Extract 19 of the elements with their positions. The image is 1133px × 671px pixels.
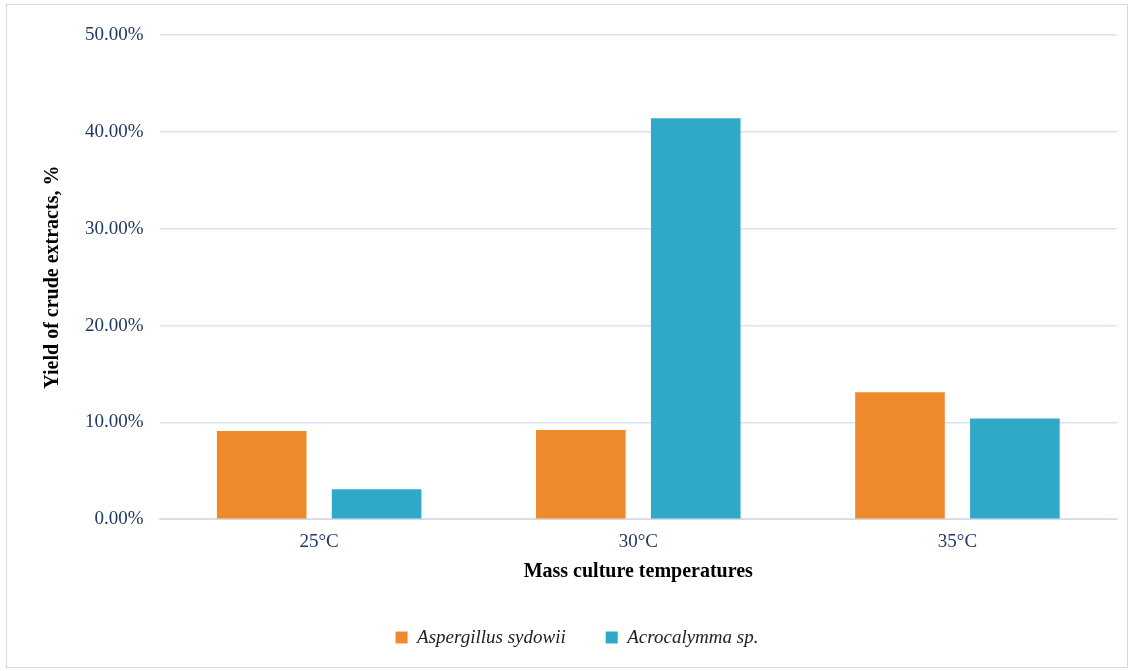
bar <box>855 392 945 519</box>
legend-label: Aspergillus sydowii <box>415 625 566 647</box>
y-tick-label: 50.00% <box>85 22 144 44</box>
bar <box>650 118 741 519</box>
y-tick-label: 30.00% <box>85 216 144 238</box>
x-tick-label: 30°C <box>618 529 658 551</box>
x-tick-label: 25°C <box>299 529 339 551</box>
x-tick-label: 35°C <box>937 529 978 551</box>
bar <box>970 418 1060 519</box>
bar <box>536 430 626 519</box>
y-tick-label: 0.00% <box>94 507 144 529</box>
bar <box>216 431 307 519</box>
x-axis-title: Mass culture temperatures <box>523 559 754 583</box>
legend-label: Acrocalymma sp. <box>625 625 759 647</box>
bar <box>331 489 422 519</box>
y-axis-title: Yield of crude extracts, % <box>40 165 63 389</box>
y-tick-label: 10.00% <box>85 410 144 432</box>
y-tick-label: 40.00% <box>85 119 144 141</box>
y-tick-label: 20.00% <box>85 313 144 335</box>
